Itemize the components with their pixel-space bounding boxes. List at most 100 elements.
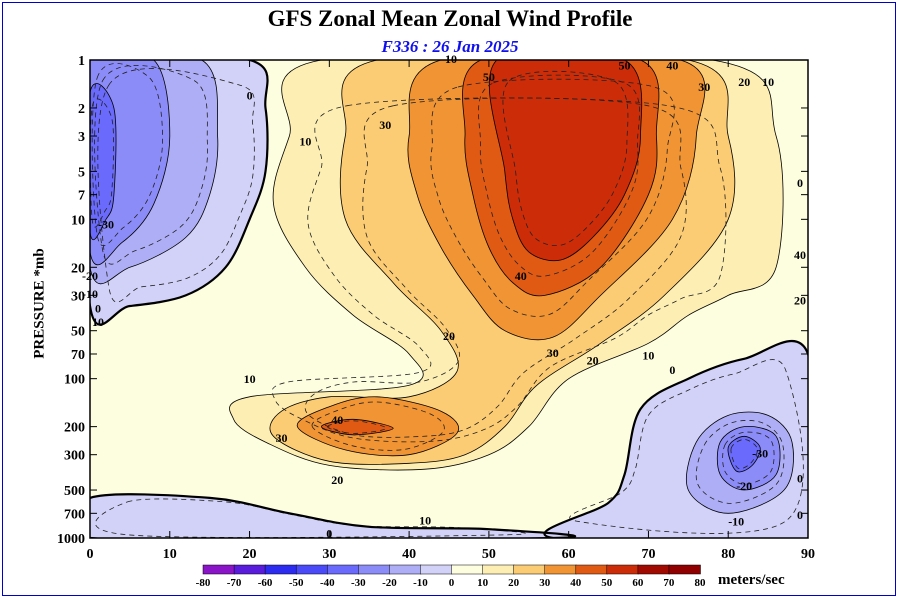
y-tick-label: 20 [71, 261, 85, 276]
contour-label: -20 [736, 479, 752, 493]
colorbar-swatch [575, 564, 608, 575]
contour-label: 10 [762, 75, 774, 89]
contour-label: 10 [642, 349, 654, 363]
contour-label: 10 [92, 315, 104, 329]
contour-label: 0 [247, 88, 253, 102]
x-tick-label: 40 [402, 547, 416, 562]
colorbar-tick-label: 0 [449, 577, 455, 589]
y-tick-label: 50 [71, 325, 85, 340]
colorbar-tick-label: 70 [663, 577, 675, 589]
contour-label: -30 [752, 446, 768, 460]
colorbar-swatch [668, 564, 701, 575]
dashed-contour-warm-20 [304, 97, 687, 438]
contour-label: 0 [669, 363, 675, 377]
contour-label: 50 [619, 58, 631, 72]
colorbar-unit: meters/sec [718, 572, 785, 588]
zero-contours [90, 60, 808, 538]
colorbar-tick-label: 50 [601, 577, 613, 589]
contour-label: 10 [299, 134, 311, 148]
colorbar-tick-label: -80 [196, 577, 211, 589]
contour-region-warm-40-lower [320, 418, 394, 436]
colorbar-tick-label: -60 [258, 577, 273, 589]
contour-label: 30 [276, 431, 288, 445]
colorbar-swatch [295, 564, 329, 575]
colorbar-swatch [389, 564, 422, 575]
x-tick-label: 70 [641, 547, 655, 562]
x-tick-label: 50 [482, 547, 496, 562]
dashed-contour-warm-40 [478, 74, 640, 277]
y-tick-label: 500 [64, 484, 85, 499]
colorbar-tick-label: -40 [320, 577, 335, 589]
zero-line-easterly-high [90, 60, 269, 326]
contour-label: 40 [794, 248, 806, 262]
contour-label: 40 [515, 269, 527, 283]
dashed-contour-easterly-low-min [730, 438, 758, 470]
y-tick-label: 7 [78, 189, 85, 204]
y-tick-label: 70 [71, 348, 85, 363]
y-tick-label: 10 [71, 213, 85, 228]
contour-label: 30 [379, 118, 391, 132]
x-tick-label: 10 [163, 547, 177, 562]
dashed-contour-easterly-low-core [722, 431, 775, 485]
colorbar-tick-label: -30 [351, 577, 366, 589]
colorbar-swatch [451, 564, 484, 575]
contour-label: 20 [331, 473, 343, 487]
colorbar-tick-label: 10 [477, 577, 489, 589]
contour-label: 0 [797, 176, 803, 190]
contour-label: -10 [728, 514, 744, 528]
x-tick-label: 30 [322, 547, 336, 562]
dashed-contour-easterly-low-inner [695, 420, 785, 504]
dashed-contour-warm-30 [430, 78, 675, 317]
y-tick-label: 100 [64, 373, 85, 388]
x-tick-label: 80 [721, 547, 735, 562]
contour-label: 20 [738, 75, 750, 89]
dashed-contour-easterly-high-inner [94, 65, 209, 265]
colorbar-tick-label: 80 [695, 577, 707, 589]
y-tick-label: 200 [64, 421, 85, 436]
colorbar-swatch [544, 564, 577, 575]
colorbar: -80 -70 -60 -50 -40 -30 -20 -10 0 10 20 30 40 50 60 70 8… [196, 564, 707, 589]
colorbar-swatch [513, 564, 546, 575]
x-tick-label: 20 [243, 547, 257, 562]
colorbar-tick-label: -10 [413, 577, 428, 589]
contour-label: -10 [441, 52, 457, 66]
y-tick-label: 3 [78, 130, 85, 145]
contour-label: 30 [547, 346, 559, 360]
y-tick-label: 5 [78, 165, 85, 180]
contour-label: 0 [797, 508, 803, 522]
contour-label: 40 [666, 58, 678, 72]
contour-label: 0 [95, 302, 101, 316]
contour-label: -30 [98, 218, 114, 232]
colorbar-swatch [482, 564, 515, 575]
y-tick-label: 1000 [57, 532, 85, 547]
y-tick-label: 700 [64, 507, 85, 522]
dashed-contour-warm-30-lower [311, 401, 445, 451]
y-tick-label: 300 [64, 449, 85, 464]
contour-region-easterly-high-min [90, 83, 117, 241]
colorbar-tick-label: 30 [539, 577, 551, 589]
dashed-contour-easterly-high [97, 68, 255, 303]
x-axis: 0 10 20 30 40 50 60 70 80 90 [87, 60, 815, 562]
colorbar-tick-label: -70 [227, 577, 242, 589]
contour-label: 30 [698, 80, 710, 94]
contour-label: 20 [587, 353, 599, 367]
y-tick-label: 2 [78, 102, 85, 117]
contour-region-easterly-low-min [727, 435, 761, 473]
chart-subtitle: F336 : 26 Jan 2025 [381, 37, 519, 56]
contour-label: 50 [483, 70, 495, 84]
colorbar-tick-label: -50 [289, 577, 304, 589]
chart-title: GFS Zonal Mean Zonal Wind Profile [267, 6, 633, 31]
x-tick-label: 90 [801, 547, 815, 562]
dashed-contour-easterly-low [569, 359, 804, 534]
dashed-contour-surface-easterly [95, 498, 526, 538]
zero-line-easterly-low [543, 339, 808, 538]
contour-label: 40 [331, 413, 343, 427]
colorbar-swatch [606, 564, 639, 575]
colorbar-swatch [637, 564, 670, 575]
contour-label: 10 [419, 513, 431, 527]
dashed-contour-warm-strat [271, 97, 727, 443]
y-tick-label: 30 [71, 289, 85, 304]
x-tick-label: 60 [562, 547, 576, 562]
